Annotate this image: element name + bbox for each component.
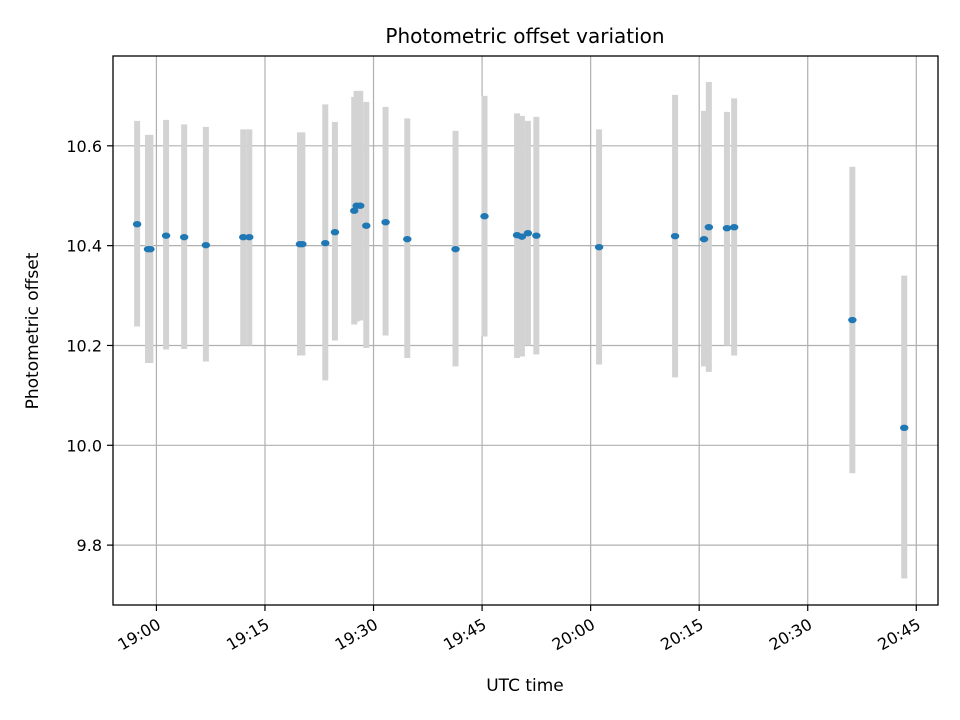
y-tick-label: 9.8 xyxy=(77,536,102,555)
y-tick-label: 10.4 xyxy=(66,237,102,256)
data-point xyxy=(362,222,371,229)
data-point xyxy=(356,202,365,209)
data-point xyxy=(381,218,390,226)
y-tick-label: 10.0 xyxy=(66,436,102,455)
data-point xyxy=(350,207,359,214)
plot-frame xyxy=(112,55,939,606)
x-axis-label: UTC time xyxy=(486,676,564,696)
data-point xyxy=(523,229,533,237)
data-point xyxy=(594,243,604,251)
data-point xyxy=(146,245,155,253)
data-point xyxy=(480,213,489,220)
data-point xyxy=(517,233,527,240)
data-point xyxy=(451,245,460,253)
data-point xyxy=(704,223,714,231)
data-point xyxy=(403,235,412,243)
data-point xyxy=(161,232,171,239)
data-point xyxy=(132,220,142,228)
data-point xyxy=(670,232,680,240)
chart-title: Photometric offset variation xyxy=(385,24,664,48)
data-points xyxy=(132,202,909,432)
y-axis-ticks: 9.8 10.0 10.2 10.4 10.6 xyxy=(66,137,113,555)
data-point xyxy=(900,424,909,432)
data-point xyxy=(848,316,857,324)
data-point xyxy=(729,223,739,231)
data-point xyxy=(321,239,330,247)
data-point xyxy=(179,233,189,241)
data-point xyxy=(298,240,307,248)
data-point xyxy=(699,235,709,243)
data-point xyxy=(532,232,541,239)
data-point xyxy=(722,224,732,232)
y-tick-label: 10.6 xyxy=(66,137,102,156)
data-point xyxy=(201,241,211,249)
data-point xyxy=(239,233,248,241)
data-point xyxy=(330,228,340,236)
data-point xyxy=(245,233,254,241)
y-tick-label: 10.2 xyxy=(66,336,102,355)
y-axis-label: Photometric offset xyxy=(23,252,43,409)
